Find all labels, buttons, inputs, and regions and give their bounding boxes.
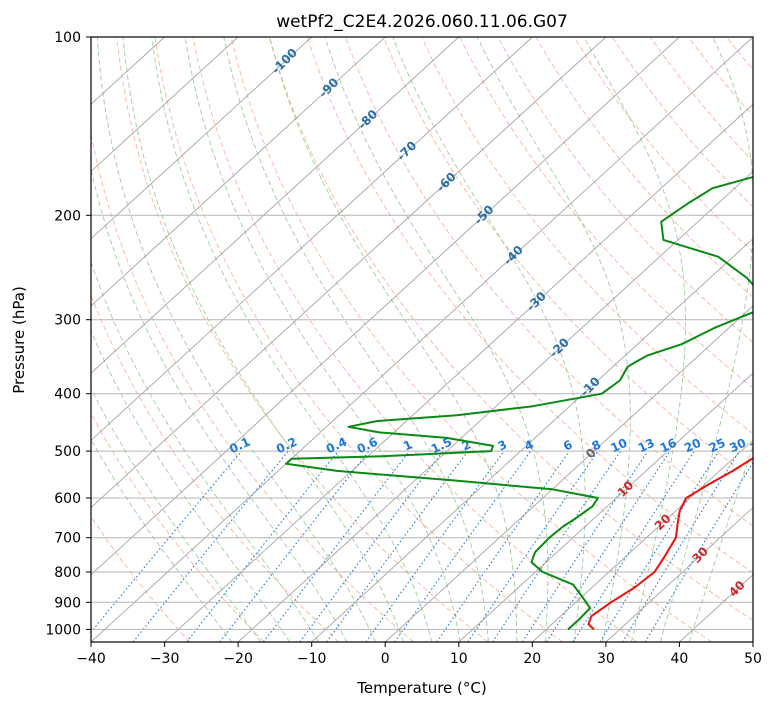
dry-adiabat bbox=[765, 37, 775, 642]
dry-adiabat bbox=[421, 37, 753, 435]
mixing-ratio-line bbox=[326, 450, 469, 642]
isotherm-line bbox=[91, 37, 607, 509]
isotherm-line bbox=[91, 37, 753, 642]
background-lines bbox=[91, 37, 775, 642]
isotherm-line bbox=[237, 170, 753, 642]
temperature-line bbox=[587, 457, 753, 631]
mixing-ratio-line bbox=[572, 450, 695, 642]
dry-adiabat bbox=[91, 412, 265, 642]
moist-adiabat bbox=[269, 37, 518, 642]
isotherm-line bbox=[605, 506, 753, 642]
y-tick-label: 1000 bbox=[45, 622, 81, 638]
y-tick-label: 800 bbox=[54, 565, 81, 581]
isotherm-line bbox=[91, 37, 533, 441]
y-tick-label: 100 bbox=[54, 30, 81, 46]
x-axis-title: Temperature (°C) bbox=[356, 679, 486, 697]
moist-adiabat bbox=[122, 37, 405, 642]
mixing-ratio-line bbox=[263, 450, 410, 642]
chart-title: wetPf2_C2E4.2026.060.11.06.G07 bbox=[276, 12, 568, 32]
isotherm-line bbox=[91, 37, 460, 374]
moist-adiabat bbox=[91, 329, 291, 642]
moist-adiabat bbox=[476, 37, 631, 642]
moist-adiabat bbox=[91, 387, 262, 642]
moist-adiabat bbox=[392, 37, 586, 642]
mixing-ratio-line bbox=[91, 450, 242, 633]
moist-adiabat bbox=[688, 444, 753, 642]
y-tick-label: 900 bbox=[54, 595, 81, 611]
moist-adiabat bbox=[91, 438, 233, 642]
y-tick-label: 200 bbox=[54, 208, 81, 224]
moist-adiabat bbox=[324, 37, 549, 642]
isotherm-line bbox=[164, 103, 753, 642]
x-tick-label: 40 bbox=[670, 651, 688, 667]
mixing-ratio-label: 25 bbox=[707, 436, 728, 456]
x-tick-label: −10 bbox=[297, 651, 327, 667]
mixing-ratio-line bbox=[436, 450, 570, 642]
x-tick-label: 0 bbox=[381, 651, 390, 667]
mixing-ratio-line bbox=[546, 450, 671, 642]
mixing-ratio-line bbox=[365, 450, 505, 642]
mixing-ratio-line bbox=[299, 450, 444, 642]
mixing-ratio-line bbox=[622, 450, 740, 642]
y-tick-label: 700 bbox=[54, 531, 81, 547]
x-tick-label: 10 bbox=[450, 651, 468, 667]
mixing-ratio-line bbox=[467, 450, 599, 642]
mixing-ratio-label: 20 bbox=[682, 436, 703, 456]
isotherm-line bbox=[91, 37, 239, 173]
moist-adiabat bbox=[91, 167, 348, 642]
isotherm-line bbox=[531, 439, 753, 642]
mixing-ratio-label: 30 bbox=[727, 436, 748, 456]
dry-adiabat bbox=[497, 37, 753, 344]
isotherm-line bbox=[91, 37, 680, 576]
dry-adiabat bbox=[116, 37, 489, 642]
dewpoint-line bbox=[285, 175, 753, 631]
x-tick-label: −30 bbox=[150, 651, 180, 667]
y-tick-label: 300 bbox=[54, 313, 81, 329]
x-tick-label: 50 bbox=[744, 651, 762, 667]
mixing-ratio-label: 16 bbox=[658, 436, 679, 456]
dry-adiabat bbox=[535, 37, 753, 298]
dry-adiabat bbox=[268, 37, 753, 621]
dry-adiabat bbox=[306, 37, 753, 574]
plot-frame bbox=[90, 36, 754, 643]
moist-adiabat bbox=[223, 37, 489, 642]
isotherm-line bbox=[384, 305, 753, 642]
sounding-lines bbox=[285, 175, 753, 631]
mixing-ratio-line bbox=[132, 450, 289, 642]
y-tick-label: 500 bbox=[54, 444, 81, 460]
moist-adiabat bbox=[184, 37, 461, 642]
x-tick-label: 20 bbox=[523, 651, 541, 667]
y-tick-label: 400 bbox=[54, 387, 81, 403]
dry-adiabat bbox=[154, 37, 563, 642]
mixing-ratio-line bbox=[522, 450, 649, 642]
isotherm-line bbox=[311, 238, 753, 642]
x-tick-label: −40 bbox=[76, 651, 106, 667]
moist-adiabat bbox=[151, 37, 433, 642]
isotherm-line bbox=[91, 37, 386, 307]
mixing-ratio-line bbox=[186, 450, 339, 642]
isotherm-line bbox=[458, 372, 753, 642]
mixing-ratio-label: 10 bbox=[608, 436, 629, 456]
y-tick-label: 600 bbox=[54, 491, 81, 507]
x-tick-label: −20 bbox=[223, 651, 253, 667]
mixing-ratio-label: 13 bbox=[636, 436, 657, 456]
grid-lines bbox=[91, 37, 753, 642]
isotherm-line bbox=[91, 37, 313, 240]
mixing-ratio-label: 36 bbox=[748, 436, 769, 456]
moist-adiabat bbox=[91, 260, 319, 642]
isotherm-line bbox=[752, 641, 753, 642]
y-axis-title: Pressure (hPa) bbox=[10, 286, 28, 394]
y-axis: 100 200 300 400 500 600 700 800 900 1000 bbox=[45, 30, 91, 638]
x-tick-label: 30 bbox=[597, 651, 615, 667]
mixing-ratio-line bbox=[492, 450, 622, 642]
x-axis: −40 −30 −20 −10 0 10 20 30 40 50 bbox=[76, 642, 762, 667]
moist-adiabat bbox=[583, 37, 686, 642]
